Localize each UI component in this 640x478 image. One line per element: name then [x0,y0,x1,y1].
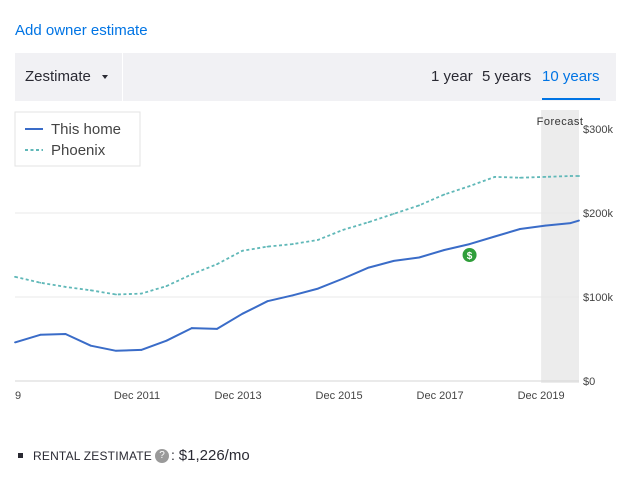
tab-1-year[interactable]: 1 year [431,68,473,85]
data-point [342,228,345,231]
rental-zestimate-label: RENTAL ZESTIMATE [33,449,152,463]
data-point [39,333,42,336]
data-point [418,204,420,207]
data-point [418,256,420,259]
forecast-label: Forecast [537,116,584,128]
data-point [241,249,244,252]
y-tick-label: $100k [583,292,613,304]
data-point [367,221,370,224]
zestimate-dropdown-label: Zestimate [25,68,91,85]
info-icon[interactable]: ? [155,449,169,464]
data-point [468,243,471,245]
data-point [519,228,521,230]
tab-10-years[interactable]: 10 years [542,68,600,85]
data-point [392,259,395,262]
data-point [216,263,218,266]
data-point [64,333,67,335]
data-point [89,289,92,292]
data-point [89,344,92,347]
data-point [578,175,580,177]
tab-5-years[interactable]: 5 years [482,68,532,85]
data-point [443,249,446,251]
series-line-this-home [14,219,580,352]
y-tick-label: $300k [583,124,613,136]
data-point [39,281,42,284]
dollar-sign-icon [462,248,477,262]
data-point [115,349,117,352]
series-line-phoenix [14,175,579,296]
data-point [519,176,521,179]
dollar-sign-glyph: $ [467,251,473,262]
legend-box [14,111,141,167]
data-point [266,245,269,248]
data-point [443,193,446,196]
legend-label: This home [51,121,121,138]
x-tick-label: 9 [15,390,21,402]
chart-toolbar: Zestimate 1 year 5 years 10 years [15,53,616,101]
x-tick-label: Dec 2013 [215,390,262,402]
data-point [291,243,294,245]
x-tick-label: Dec 2015 [316,390,363,402]
data-point [241,312,244,315]
data-point [216,328,218,330]
data-point [14,275,16,278]
data-point [342,277,345,280]
legend-label: Phoenix [51,142,106,159]
chart-svg: Forecast $0 $100k $200k $300k 9 Dec 2011 Dec 20… [14,110,613,402]
data-point [266,300,269,303]
add-owner-estimate-link[interactable]: Add owner estimate [15,22,148,39]
data-point [291,294,294,297]
y-tick-label: $0 [583,376,595,388]
data-point [569,175,572,177]
forecast-band [541,110,579,383]
data-point [190,327,193,329]
rental-separator: : [171,447,175,463]
data-point [317,238,319,241]
data-point [578,219,580,222]
data-point [569,222,572,224]
data-point [317,287,319,290]
bullet-icon [18,452,23,458]
data-point [544,224,547,227]
x-tick-label: Dec 2019 [518,390,565,402]
data-point [165,285,168,287]
rental-zestimate: RENTAL ZESTIMATE?: $1,226/mo [18,447,250,464]
data-point [392,212,395,215]
data-point [14,341,16,344]
data-point [544,175,547,178]
data-point [493,175,496,178]
data-point [493,235,496,238]
data-point [140,349,143,351]
data-point [367,266,370,269]
x-tick-label: Dec 2011 [114,390,160,402]
data-point [190,273,193,276]
data-point [115,293,117,296]
data-point [64,286,67,288]
y-tick-label: $200k [583,208,613,220]
data-point [140,292,143,295]
data-point [165,339,168,342]
caret-down-icon [102,75,108,79]
zestimate-dropdown[interactable]: Zestimate [15,53,123,101]
home-value-chart: Forecast $0 $100k $200k $300k 9 Dec 2011 Dec 20… [0,110,640,410]
rental-zestimate-value: $1,226/mo [178,447,250,464]
active-tab-underline [542,98,600,100]
data-point [468,185,471,188]
x-tick-label: Dec 2017 [417,390,464,402]
